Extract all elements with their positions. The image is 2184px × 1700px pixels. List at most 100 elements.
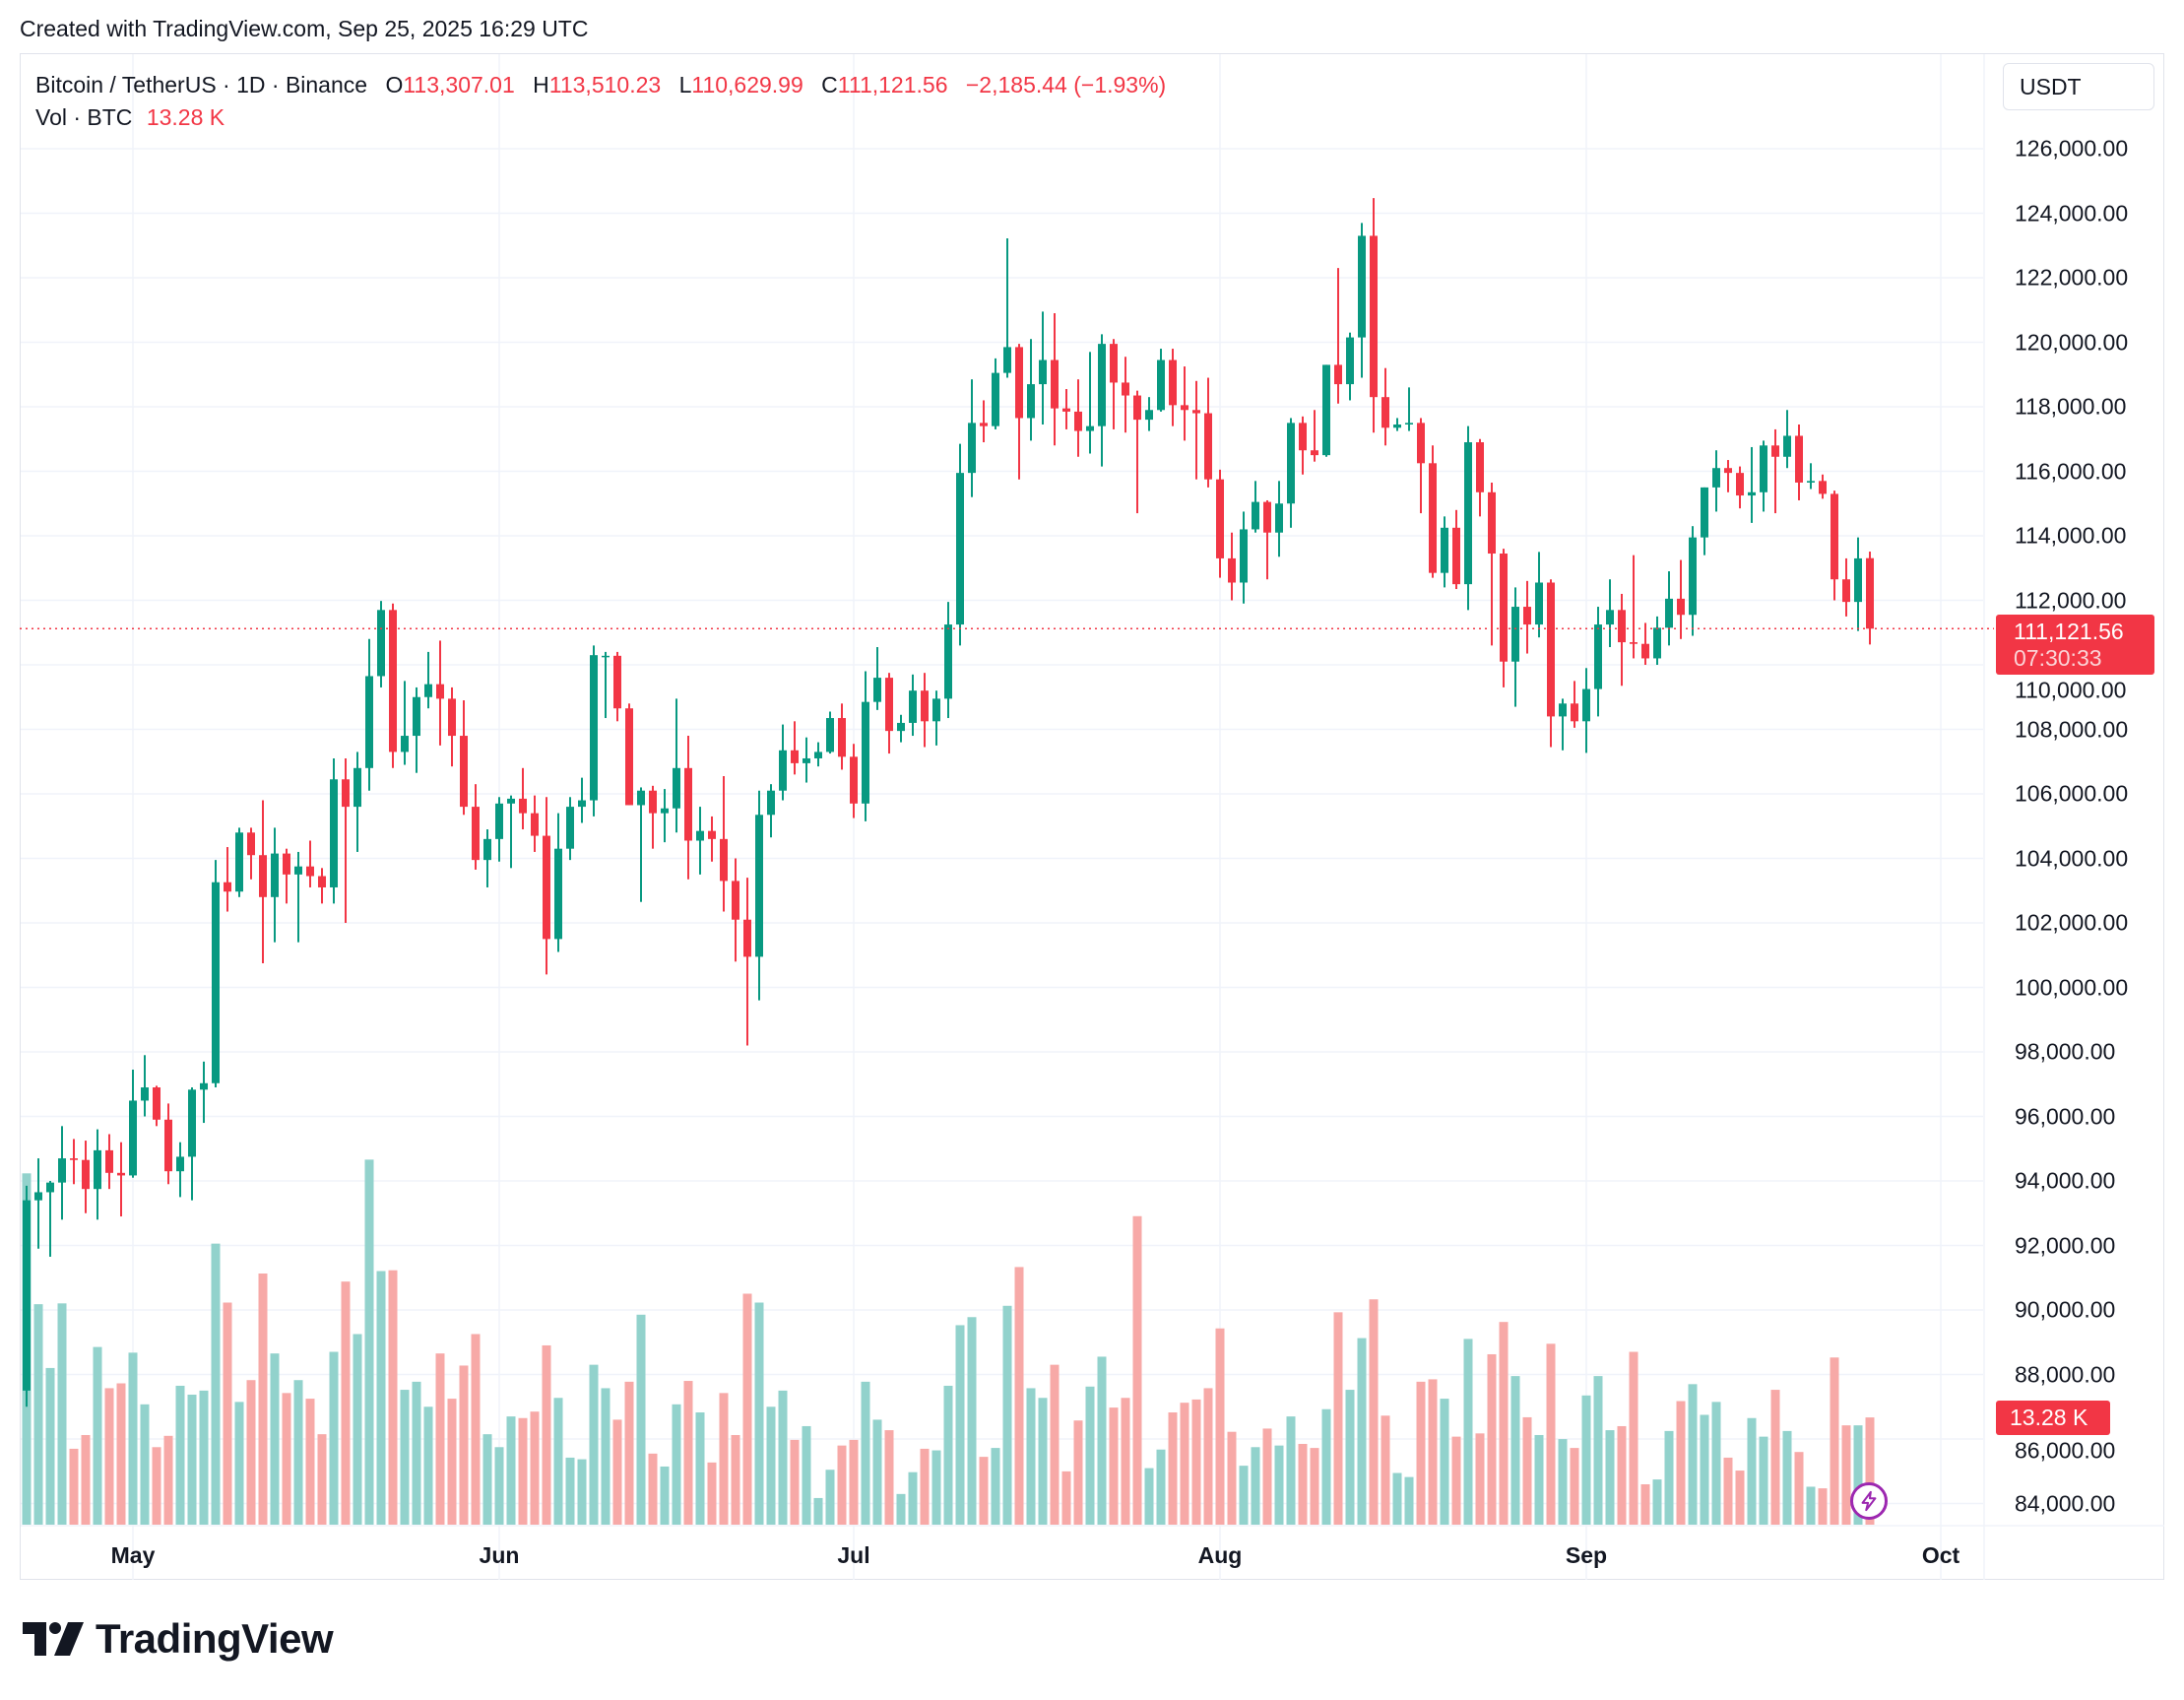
- candle[interactable]: [944, 602, 952, 719]
- candle[interactable]: [1039, 311, 1047, 425]
- candle[interactable]: [141, 1055, 149, 1117]
- candle[interactable]: [519, 767, 527, 830]
- candle[interactable]: [413, 687, 420, 773]
- candle[interactable]: [1417, 418, 1425, 514]
- candle[interactable]: [176, 1142, 184, 1198]
- candle[interactable]: [224, 847, 231, 912]
- candle[interactable]: [803, 737, 810, 783]
- candle[interactable]: [365, 638, 373, 791]
- candle[interactable]: [1641, 622, 1649, 665]
- volume-label[interactable]: Vol · BTC: [35, 104, 133, 130]
- candle[interactable]: [1240, 511, 1248, 604]
- candle[interactable]: [921, 673, 929, 748]
- candle[interactable]: [507, 795, 515, 869]
- candle[interactable]: [909, 674, 917, 737]
- candle[interactable]: [673, 698, 680, 833]
- candle[interactable]: [590, 645, 598, 817]
- candle[interactable]: [732, 858, 739, 962]
- candle[interactable]: [389, 603, 397, 768]
- candle[interactable]: [247, 827, 255, 880]
- candle[interactable]: [566, 797, 574, 861]
- candle[interactable]: [1015, 344, 1023, 480]
- candle[interactable]: [1204, 377, 1212, 488]
- candle[interactable]: [1381, 367, 1389, 446]
- candle[interactable]: [1145, 397, 1153, 431]
- candle[interactable]: [1500, 549, 1508, 687]
- candle[interactable]: [814, 742, 822, 767]
- currency-button[interactable]: USDT: [2003, 63, 2154, 110]
- candle[interactable]: [82, 1141, 90, 1213]
- candle[interactable]: [1452, 509, 1460, 590]
- candle[interactable]: [1157, 349, 1165, 412]
- candle[interactable]: [531, 795, 539, 852]
- candle[interactable]: [1393, 418, 1401, 431]
- candle[interactable]: [448, 687, 456, 767]
- candle[interactable]: [283, 848, 290, 904]
- candle[interactable]: [684, 736, 692, 880]
- candle[interactable]: [554, 813, 562, 952]
- candle[interactable]: [980, 400, 988, 443]
- candle[interactable]: [1677, 559, 1685, 639]
- candle[interactable]: [342, 757, 350, 923]
- candle[interactable]: [968, 379, 976, 497]
- candle[interactable]: [1511, 587, 1519, 707]
- candle[interactable]: [1842, 557, 1850, 617]
- candle[interactable]: [188, 1087, 196, 1201]
- candle[interactable]: [117, 1142, 125, 1217]
- candle[interactable]: [613, 651, 621, 722]
- candle[interactable]: [1559, 698, 1567, 751]
- candle[interactable]: [212, 860, 220, 1088]
- candle[interactable]: [1181, 366, 1188, 441]
- candle[interactable]: [1712, 450, 1720, 512]
- candle[interactable]: [1263, 499, 1271, 580]
- candle[interactable]: [743, 878, 751, 1046]
- candle[interactable]: [1771, 428, 1779, 514]
- candle[interactable]: [164, 1103, 172, 1185]
- candle[interactable]: [460, 700, 468, 816]
- candle[interactable]: [779, 724, 787, 801]
- candle[interactable]: [58, 1126, 66, 1220]
- candle[interactable]: [1476, 438, 1484, 517]
- candle[interactable]: [1831, 490, 1838, 601]
- symbol-title[interactable]: Bitcoin / TetherUS · 1D · Binance: [35, 72, 368, 98]
- candle[interactable]: [1488, 482, 1496, 646]
- candle[interactable]: [1724, 460, 1732, 492]
- candle[interactable]: [1287, 418, 1295, 528]
- candle[interactable]: [578, 777, 586, 823]
- candle[interactable]: [1748, 446, 1756, 523]
- candle[interactable]: [105, 1134, 113, 1190]
- candle[interactable]: [353, 752, 361, 852]
- candle[interactable]: [602, 651, 610, 719]
- candle[interactable]: [1370, 198, 1378, 433]
- candle[interactable]: [1854, 537, 1862, 631]
- candle[interactable]: [483, 829, 491, 887]
- candle[interactable]: [661, 789, 669, 843]
- candle[interactable]: [637, 787, 645, 902]
- candle[interactable]: [1606, 579, 1614, 647]
- candle[interactable]: [708, 816, 716, 862]
- lightning-bolt-icon[interactable]: [1850, 1482, 1888, 1520]
- candle[interactable]: [1275, 481, 1283, 557]
- candle[interactable]: [1866, 552, 1874, 645]
- candle[interactable]: [1701, 487, 1708, 556]
- candle[interactable]: [543, 797, 550, 975]
- candle[interactable]: [767, 784, 775, 838]
- candle[interactable]: [1358, 223, 1366, 378]
- candle[interactable]: [1192, 380, 1200, 480]
- candle[interactable]: [153, 1085, 161, 1127]
- candle[interactable]: [720, 775, 728, 912]
- candle[interactable]: [826, 711, 834, 754]
- candle[interactable]: [649, 785, 657, 849]
- candle[interactable]: [377, 601, 385, 687]
- candle[interactable]: [330, 757, 338, 904]
- candle[interactable]: [70, 1139, 78, 1185]
- candle[interactable]: [1653, 616, 1661, 665]
- candle[interactable]: [1783, 410, 1791, 469]
- candle[interactable]: [1736, 466, 1744, 509]
- candle[interactable]: [436, 640, 444, 746]
- candle[interactable]: [1795, 425, 1803, 500]
- candle[interactable]: [271, 827, 279, 943]
- candle[interactable]: [129, 1070, 137, 1178]
- candle[interactable]: [932, 690, 940, 746]
- tradingview-logo[interactable]: TradingView: [23, 1615, 334, 1663]
